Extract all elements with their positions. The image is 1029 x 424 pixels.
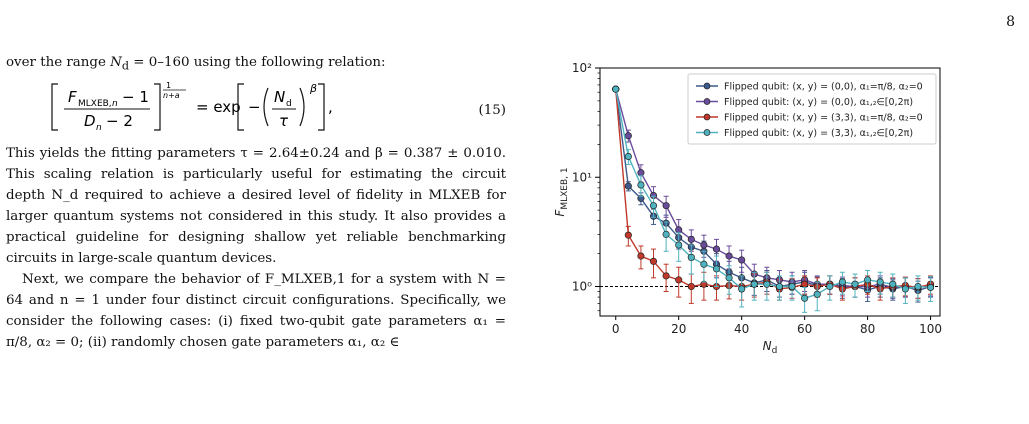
data-point bbox=[624, 231, 632, 239]
svg-text:n: n bbox=[96, 123, 102, 133]
svg-text:D: D bbox=[84, 112, 96, 130]
text-column: over the range Nd = 0–160 using the foll… bbox=[6, 52, 506, 353]
equation-body: F MLXEB, n − 1 D n − 2 1 n+a = exp − N d bbox=[6, 78, 466, 143]
legend-label: Flipped qubit: (x, y) = (3,3), α₁=π/8, α… bbox=[724, 113, 923, 124]
svg-text:β: β bbox=[309, 82, 317, 95]
data-point bbox=[675, 226, 683, 234]
data-point bbox=[838, 278, 846, 286]
svg-text:τ: τ bbox=[279, 112, 289, 130]
data-point bbox=[725, 252, 733, 260]
svg-text:n: n bbox=[112, 99, 118, 109]
data-point bbox=[624, 152, 632, 161]
equation-number: (15) bbox=[478, 103, 507, 119]
x-tick-label: 60 bbox=[797, 322, 812, 336]
svg-text:N: N bbox=[274, 88, 285, 106]
x-axis-label: Nd bbox=[763, 339, 778, 356]
data-point bbox=[826, 282, 834, 291]
svg-text:,: , bbox=[328, 98, 333, 116]
svg-text:MLXEB,: MLXEB, bbox=[78, 99, 112, 109]
svg-text:− 2: − 2 bbox=[106, 112, 133, 130]
plot-frame bbox=[599, 67, 941, 317]
legend-box bbox=[687, 73, 937, 145]
legend-marker bbox=[703, 82, 711, 90]
legend-marker bbox=[703, 129, 711, 136]
data-point bbox=[738, 285, 746, 293]
data-point bbox=[687, 235, 695, 243]
data-point bbox=[889, 280, 897, 288]
data-point bbox=[624, 182, 632, 190]
data-point bbox=[813, 290, 821, 298]
svg-text:−: − bbox=[248, 98, 261, 116]
paragraph-intro: over the range Nd = 0–160 using the foll… bbox=[6, 55, 386, 73]
data-point bbox=[712, 265, 721, 273]
data-point bbox=[712, 245, 721, 253]
figure-mlxeb-plot: 0 20 40 60 80 100 10⁰ 10¹ 10² Nd FMLXEB, 1 Flipped … bbox=[540, 52, 1010, 420]
legend-label: Flipped qubit: (x, y) = (0,0), α₁=π/8, α… bbox=[724, 82, 923, 93]
data-point bbox=[624, 132, 632, 140]
legend-marker bbox=[703, 98, 711, 105]
data-point bbox=[637, 169, 645, 177]
data-point bbox=[675, 276, 683, 284]
svg-text:− 1: − 1 bbox=[122, 88, 149, 106]
data-point bbox=[801, 294, 809, 302]
svg-text:= exp: = exp bbox=[196, 98, 241, 116]
paragraph-comparison: Next, we compare the behavior of F_MLXEB… bbox=[6, 271, 506, 350]
data-point bbox=[851, 280, 859, 288]
data-point bbox=[901, 285, 909, 293]
data-point bbox=[864, 276, 872, 284]
data-point bbox=[750, 280, 758, 288]
paragraph-fit-results: This yields the fitting parameters τ = 2… bbox=[6, 145, 506, 266]
x-tick-label: 100 bbox=[919, 322, 942, 336]
data-point bbox=[649, 202, 658, 210]
data-point bbox=[876, 278, 884, 286]
data-point bbox=[637, 252, 645, 260]
data-point bbox=[675, 241, 683, 249]
data-point bbox=[700, 241, 708, 249]
data-point bbox=[738, 256, 746, 264]
page-number: 8 bbox=[1006, 14, 1015, 30]
chart-svg: 0 20 40 60 80 100 10⁰ 10¹ 10² Nd FMLXEB, 1 Flipped … bbox=[553, 61, 942, 356]
data-point bbox=[612, 85, 620, 93]
y-tick-label: 10² bbox=[572, 61, 592, 75]
svg-text:F: F bbox=[68, 88, 77, 106]
x-tick-label: 40 bbox=[734, 322, 749, 336]
x-tick-label: 0 bbox=[612, 322, 620, 336]
y-axis-label: FMLXEB, 1 bbox=[553, 167, 570, 216]
legend-label: Flipped qubit: (x, y) = (0,0), α₁,₂∈[0,2… bbox=[724, 97, 913, 108]
data-point bbox=[687, 253, 695, 261]
data-point bbox=[788, 282, 796, 291]
data-point bbox=[649, 257, 658, 265]
x-tick-label: 20 bbox=[671, 322, 686, 336]
x-tick-label: 80 bbox=[860, 322, 875, 336]
y-tick-label: 10¹ bbox=[572, 170, 592, 184]
legend-marker bbox=[703, 113, 711, 121]
data-point bbox=[700, 260, 708, 268]
svg-text:1: 1 bbox=[166, 81, 171, 90]
data-point bbox=[914, 282, 922, 291]
data-point bbox=[637, 181, 645, 189]
svg-text:n+a: n+a bbox=[163, 91, 180, 100]
equation-render: F MLXEB, n − 1 D n − 2 1 n+a = exp − N d bbox=[51, 81, 333, 133]
data-point bbox=[725, 274, 733, 282]
svg-text:d: d bbox=[286, 99, 292, 109]
data-point bbox=[775, 282, 783, 291]
equation-15: F MLXEB, n − 1 D n − 2 1 n+a = exp − N d bbox=[6, 81, 506, 141]
data-point bbox=[662, 272, 670, 280]
data-point bbox=[662, 230, 670, 238]
data-point bbox=[801, 280, 809, 288]
legend-label: Flipped qubit: (x, y) = (3,3), α₁,₂∈[0,2… bbox=[724, 128, 913, 139]
data-point bbox=[763, 280, 771, 288]
data-point bbox=[927, 283, 935, 292]
data-point bbox=[687, 282, 695, 291]
data-point bbox=[662, 202, 670, 210]
y-tick-label: 10⁰ bbox=[572, 280, 592, 294]
